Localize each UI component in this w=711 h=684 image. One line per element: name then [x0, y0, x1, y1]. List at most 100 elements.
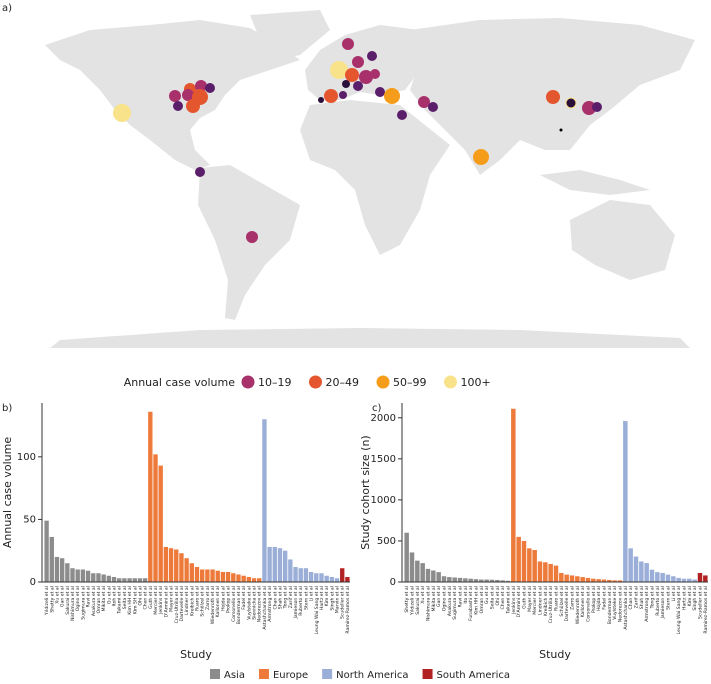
- map-legend: 10–19 20–49 50–99 100+: [241, 375, 491, 389]
- x-tick-label: Chen et al: [500, 586, 506, 610]
- site-marker: [342, 80, 350, 88]
- bar: [303, 568, 309, 582]
- legend-label: Europe: [273, 670, 308, 681]
- x-tick-label: Mikita et al: [431, 586, 437, 611]
- site-marker: [592, 102, 602, 112]
- bar: [580, 577, 585, 582]
- x-tick-label: Shetty et al: [49, 586, 55, 613]
- bar: [319, 573, 324, 582]
- bar: [205, 569, 210, 582]
- bar: [324, 575, 329, 582]
- australia: [570, 200, 675, 280]
- bar: [246, 576, 252, 582]
- site-marker: [384, 88, 400, 104]
- site-marker: [246, 231, 258, 243]
- bar: [236, 574, 241, 582]
- x-tick-label: Takami et al: [117, 586, 123, 615]
- x-tick-label: Zarro et al: [205, 586, 211, 610]
- x-tick-label: Nedorezov et al: [257, 586, 263, 622]
- bar: [500, 580, 505, 582]
- bar: [676, 577, 681, 582]
- x-tick-label: Stern et al: [666, 586, 672, 610]
- x-tick-label: Gan et al: [60, 586, 66, 607]
- x-tick-label: Ruaro et al: [554, 586, 560, 611]
- bar: [617, 580, 623, 582]
- legend-swatch: [258, 669, 269, 679]
- x-tick-label: Kallonen et al: [215, 586, 221, 617]
- panel-label: a): [2, 3, 12, 14]
- x-tick-label: D'Armini et al: [163, 586, 169, 617]
- legend-swatch: [422, 669, 433, 679]
- bar: [665, 574, 671, 582]
- bar: [174, 549, 179, 582]
- x-tick-label: D'Armini et al: [516, 586, 522, 617]
- x-tick-label: Vuylsteke et al: [612, 586, 618, 620]
- x-tick-label: Asakura et al: [447, 586, 453, 616]
- site-marker: [565, 97, 577, 109]
- panel-label: c): [372, 403, 381, 414]
- bar: [54, 556, 60, 582]
- x-tick-label: Jamieson et al: [660, 586, 666, 620]
- x-tick-label: Seita et al: [122, 586, 128, 609]
- bar: [655, 572, 660, 582]
- x-tick-label: Sakurai et al: [65, 586, 71, 615]
- bar: [153, 454, 158, 582]
- x-tick-label: Kim HH et al: [127, 586, 133, 615]
- x-tick-label: Gu et al: [484, 586, 490, 604]
- bar: [575, 576, 580, 582]
- legend-label: 20–49: [326, 376, 360, 389]
- legend-label: South America: [437, 670, 511, 681]
- x-tick-label: Corsonello et al: [586, 586, 592, 622]
- bar: [298, 568, 303, 582]
- bar: [484, 579, 489, 582]
- bar: [564, 574, 569, 582]
- site-marker: [397, 110, 407, 120]
- y-tick-label: 2000: [371, 413, 396, 424]
- x-tick-label: Siennicka et al: [252, 586, 258, 620]
- x-tick-label: Hartz et al: [682, 586, 688, 610]
- bar: [267, 546, 272, 582]
- south-america: [198, 165, 300, 320]
- x-tick-label: Lindner et al: [184, 586, 190, 615]
- x-tick-label: Cruz-Utrilla et al: [548, 586, 554, 623]
- x-tick-label: Li et al: [671, 586, 677, 601]
- y-tick-label: 0: [30, 577, 36, 588]
- x-axis-label: Study: [180, 648, 212, 661]
- bar: [65, 563, 70, 582]
- x-tick-label: Xu et al: [420, 586, 426, 604]
- africa: [300, 100, 450, 255]
- site-marker: [195, 80, 207, 92]
- x-tick-label: Astashchanka et al: [623, 586, 629, 630]
- site-marker: [324, 89, 338, 103]
- site-marker: [182, 89, 194, 101]
- x-tick-label: Takami et al: [506, 586, 512, 615]
- x-tick-label: Bonderman et al: [607, 586, 613, 624]
- site-marker: [353, 81, 363, 91]
- legend-swatch: [210, 669, 220, 679]
- legend-label: 100+: [461, 376, 491, 389]
- x-tick-label: Yıldızeli et al: [44, 586, 50, 616]
- x-tick-label: Hojda et al: [596, 586, 602, 611]
- x-tick-label: Ohi et al: [137, 586, 143, 605]
- x-tick-label: Ruaro et al: [195, 586, 201, 611]
- x-tick-label: Guth et al: [148, 586, 154, 609]
- site-marker: [418, 96, 430, 108]
- x-tick-label: Ravi et al: [458, 586, 464, 608]
- x-tick-label: Li et al: [309, 586, 315, 601]
- bar: [633, 556, 639, 582]
- x-tick-label: Bonderman et al: [236, 586, 242, 624]
- site-marker: [186, 99, 200, 113]
- bar: [96, 573, 101, 582]
- world-map: [45, 10, 695, 348]
- x-tick-label: Ruberto et al: [298, 586, 304, 616]
- site-marker: [113, 104, 131, 122]
- bar: [404, 532, 409, 582]
- bar: [272, 546, 277, 582]
- bar: [277, 548, 283, 582]
- bar: [257, 578, 262, 582]
- site-marker: [342, 38, 354, 50]
- site-marker: [359, 70, 373, 84]
- y-tick-label: 500: [377, 536, 396, 547]
- bar: [585, 577, 591, 582]
